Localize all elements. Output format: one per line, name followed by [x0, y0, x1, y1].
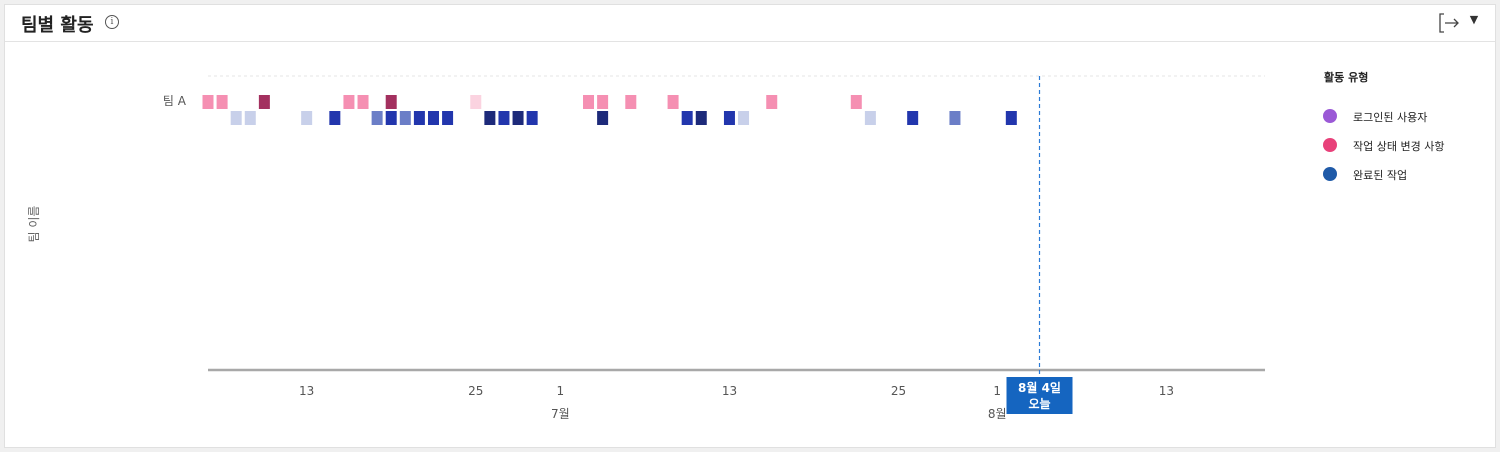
activity-mark	[202, 95, 214, 109]
legend-item-label: 로그인된 사용자	[1353, 111, 1428, 124]
team-label: 팀 A	[163, 94, 187, 108]
activity-mark	[427, 111, 439, 125]
export-icon[interactable]	[1437, 11, 1461, 35]
activity-mark	[244, 111, 256, 125]
activity-mark	[230, 111, 242, 125]
activity-mark	[667, 95, 679, 109]
legend-item-label: 완료된 작업	[1353, 169, 1408, 182]
activity-mark	[695, 111, 707, 125]
activity-mark	[470, 95, 482, 109]
blue-dot-icon	[1323, 167, 1337, 181]
x-tick-label: 1	[993, 384, 1001, 398]
today-date-label: 8월 4일	[1018, 380, 1061, 395]
activity-mark	[343, 95, 355, 109]
activity-mark	[723, 111, 735, 125]
activity-mark	[357, 95, 369, 109]
activity-marks	[202, 95, 1017, 125]
activity-mark	[850, 95, 862, 109]
legend-item-label: 작업 상태 변경 사항	[1353, 140, 1445, 153]
activity-mark	[512, 111, 524, 125]
activity-mark	[597, 111, 609, 125]
activity-mark	[864, 111, 876, 125]
card-header: 팀별 활동 i ▼	[5, 5, 1495, 42]
month-labels: 7월 8월	[551, 407, 1007, 421]
activity-mark	[597, 95, 609, 109]
activity-mark	[484, 111, 496, 125]
month-label: 8월	[988, 407, 1007, 421]
chevron-down-icon[interactable]: ▼	[1469, 13, 1479, 26]
card-title: 팀별 활동	[21, 15, 94, 36]
activity-mark	[371, 111, 383, 125]
purple-dot-icon	[1323, 109, 1337, 123]
x-tick-label: 25	[891, 384, 906, 398]
activity-mark	[216, 95, 228, 109]
activity-mark	[385, 95, 397, 109]
legend-title: 활동 유형	[1324, 71, 1369, 84]
x-tick-label: 25	[468, 384, 483, 398]
activity-mark	[949, 111, 961, 125]
activity-mark	[413, 111, 425, 125]
x-tick-label: 13	[722, 384, 737, 398]
activity-mark	[766, 95, 778, 109]
activity-mark	[442, 111, 454, 125]
activity-mark	[681, 111, 693, 125]
x-tick-label: 13	[299, 384, 314, 398]
activity-mark	[301, 111, 313, 125]
info-icon[interactable]: i	[105, 15, 119, 29]
activity-mark	[1005, 111, 1017, 125]
activity-mark	[583, 95, 595, 109]
team-activity-card: 팀별 활동 i ▼ 활동 유형 로그인된 사용자 작업 상태 변경 사항 완료된…	[4, 4, 1496, 448]
activity-mark	[399, 111, 411, 125]
activity-mark	[329, 111, 341, 125]
activity-mark	[907, 111, 919, 125]
x-tick-label: 13	[1159, 384, 1174, 398]
x-tick-label: 1	[557, 384, 565, 398]
activity-mark	[738, 111, 750, 125]
activity-mark	[498, 111, 510, 125]
pink-dot-icon	[1323, 138, 1337, 152]
activity-mark	[385, 111, 397, 125]
activity-mark	[625, 95, 637, 109]
y-axis-label: 팀 이름	[27, 206, 41, 243]
activity-mark	[258, 95, 270, 109]
month-label: 7월	[551, 407, 570, 421]
x-axis-ticks: 13 25 1 13 25 1 13	[299, 384, 1174, 398]
today-badge	[1006, 377, 1073, 414]
activity-mark	[526, 111, 538, 125]
today-label: 오늘	[1028, 397, 1050, 411]
